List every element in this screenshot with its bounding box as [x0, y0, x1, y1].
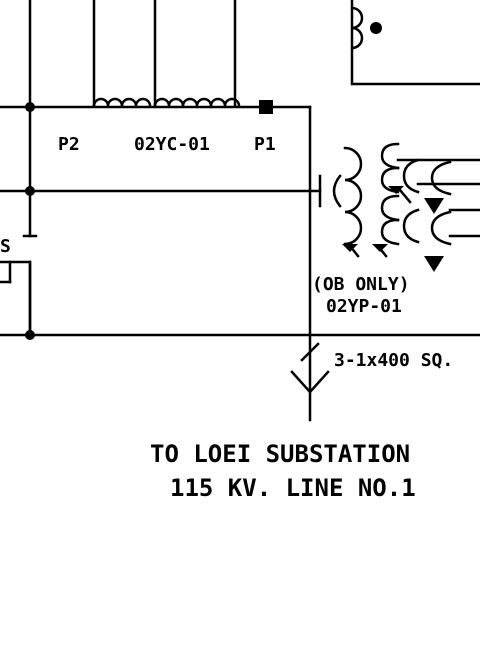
relay-terminal-dot — [370, 22, 382, 34]
ct-label-p1: P1 — [254, 134, 276, 155]
ground-arrow-1 — [398, 188, 412, 204]
cut-off-label: S — [0, 236, 11, 257]
vt-tertiary-3 — [430, 160, 452, 196]
polarity-mark-p1 — [259, 100, 273, 114]
ground-triangle-1 — [424, 198, 444, 214]
ground-head-3 — [372, 244, 388, 252]
junction-dot-bottom — [25, 330, 35, 340]
ct-coil-3 — [153, 97, 185, 108]
vt-secondary-4 — [380, 218, 400, 246]
junction-dot-top — [25, 102, 35, 112]
vt-secondary-3 — [380, 194, 400, 222]
vt-primary-coil — [343, 146, 363, 246]
relay-box — [350, 0, 480, 86]
vt-tertiary-2 — [402, 208, 420, 244]
junction-dot-mid — [25, 186, 35, 196]
ct-tag-label: 02YC-01 — [134, 134, 210, 155]
vt-tertiary-4 — [430, 210, 452, 246]
line-arrow — [290, 370, 330, 394]
vt-secondary-1 — [380, 142, 400, 170]
relay-coil — [350, 6, 364, 50]
vt-tertiary-1 — [402, 158, 420, 194]
ct-coil-1 — [92, 97, 124, 108]
cable-spec-label: 3-1x400 SQ. — [334, 350, 453, 371]
vt-tag-label: 02YP-01 — [326, 296, 402, 317]
vt-secondary-2 — [380, 166, 400, 194]
ct-coil-5 — [209, 97, 241, 108]
ground-head-1 — [388, 186, 404, 194]
ground-triangle-2 — [424, 256, 444, 272]
destination-label: TO LOEI SUBSTATION — [150, 440, 410, 468]
ground-head-2 — [342, 244, 358, 252]
vt-note-label: (OB ONLY) — [312, 274, 410, 295]
left-terminal-box — [0, 260, 32, 337]
ct-label-p2: P2 — [58, 134, 80, 155]
line-number-label: 115 KV. LINE NO.1 — [170, 474, 416, 502]
capacitor-plate-2 — [332, 174, 342, 208]
cable-slash — [300, 342, 320, 362]
ct-coil-4 — [181, 97, 213, 108]
ct-coil-2 — [120, 97, 152, 108]
